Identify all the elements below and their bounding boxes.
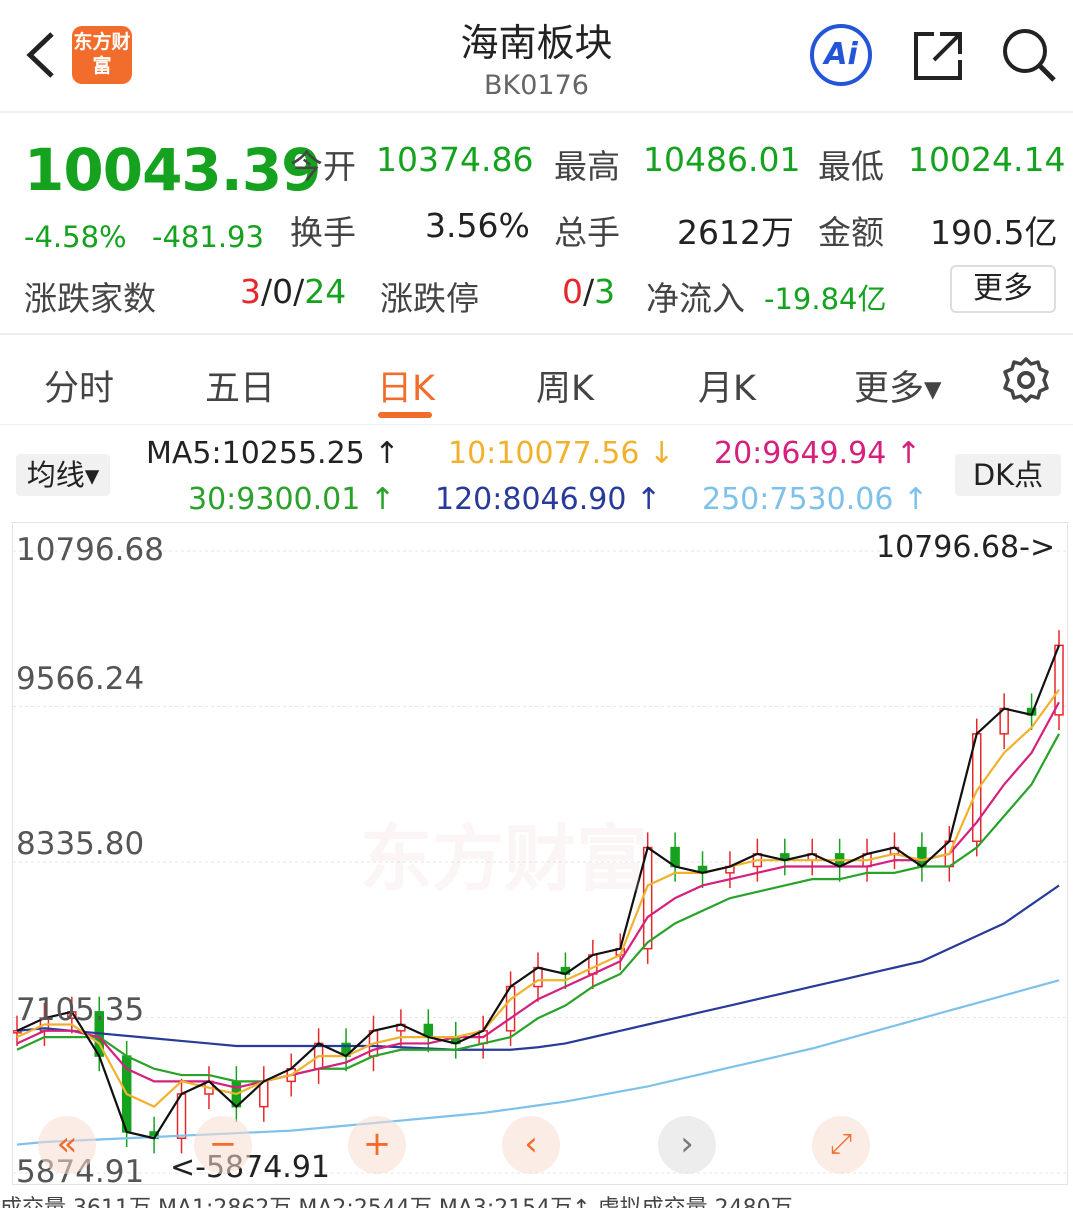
updown-label: 涨跌家数 [24,279,156,318]
watermark: 东方财富 [360,817,649,901]
board-code: BK0176 [484,70,589,101]
scroll-right-icon[interactable]: › [658,1116,716,1174]
scroll-left-fast-icon[interactable]: « [38,1116,96,1174]
ai-icon[interactable]: Ai [810,24,872,86]
zoom-out-icon[interactable]: − [194,1116,252,1174]
fullscreen-icon[interactable]: ⤢ [812,1116,870,1174]
dk-point-button[interactable]: DK点 [955,454,1061,496]
ma10-value: 10:10077.56 ↓ [448,436,675,471]
tab-more[interactable]: 更多▾ [854,369,942,409]
search-icon[interactable] [1000,26,1058,84]
high-value: 10486.01 [643,140,801,179]
kline-chart-canvas [13,550,1067,1174]
candle-body [13,1030,22,1034]
ma5-value: MA5:10255.25 ↑ [146,436,400,471]
volume-legend: 成交量 3611万 MA1:2862万 MA2:2544万 MA3:2154万↑… [0,1190,1073,1208]
back-icon[interactable] [22,30,62,80]
tab-five-day[interactable]: 五日 [205,369,276,409]
turnover-value: 3.56% [425,206,530,245]
tab-daily-k[interactable]: 日K [377,369,435,409]
series-line-ma250 [16,979,1060,1146]
turnover-label: 换手 [290,213,356,252]
share-icon[interactable] [910,28,966,84]
page-title: 海南板块 [460,21,613,65]
change-value: -481.93 [152,220,264,254]
divider [0,111,1073,113]
kline-chart[interactable] [12,522,1068,1185]
y-tick-label: 10796.68 [16,532,164,568]
ma-selector-button[interactable]: 均线▾ [16,454,110,496]
divider [0,424,1073,425]
current-price: 10043.39 [24,136,322,204]
limit-label: 涨跌停 [380,279,479,318]
updown-counts: 3/0/24 [240,272,347,311]
y-tick-label: 9566.24 [16,661,145,697]
series-line-ma5 [16,644,1061,1140]
candle-body [176,1093,187,1139]
candle-body [505,985,516,1032]
series-line-ma20 [16,701,1060,1089]
tab-monthly-k[interactable]: 月K [698,369,756,409]
series-line-ma120 [16,884,1060,1051]
amount-label: 金额 [818,213,884,252]
ma250-value: 250:7530.06 ↑ [702,482,929,517]
y-tick-label: 7105.35 [16,992,145,1028]
open-label: 今开 [290,147,356,186]
tab-intraday[interactable]: 分时 [44,369,115,409]
ma30-value: 30:9300.01 ↑ [188,482,396,517]
brand-logo: 东方财富 [72,26,132,84]
limit-counts: 0/3 [562,272,616,311]
netflow-value: -19.84亿 [764,282,887,316]
divider [0,333,1073,335]
open-value: 10374.86 [376,140,534,179]
low-value: 10024.14 [908,140,1066,179]
settings-gear-icon[interactable] [1002,356,1050,404]
volume-value: 2612万 [677,213,794,252]
max-price-annotation: 10796.68-> [876,530,1056,565]
ma20-value: 20:9649.94 ↑ [714,436,922,471]
change-pct: -4.58% [24,220,127,254]
volume-label: 总手 [554,213,620,252]
tab-weekly-k[interactable]: 周K [536,369,594,409]
low-label: 最低 [818,147,884,186]
series-line-ma10 [16,688,1060,1108]
more-button[interactable]: 更多 [950,265,1056,313]
active-tab-indicator [378,412,432,418]
zoom-in-icon[interactable]: + [348,1116,406,1174]
high-label: 最高 [554,147,620,186]
ma120-value: 120:8046.90 ↑ [435,482,662,517]
series-line-ma30 [16,733,1060,1083]
amount-value: 190.5亿 [930,213,1058,252]
y-tick-label: 8335.80 [16,826,145,862]
scroll-left-icon[interactable]: ‹ [502,1116,560,1174]
netflow-label: 净流入 [646,279,745,318]
